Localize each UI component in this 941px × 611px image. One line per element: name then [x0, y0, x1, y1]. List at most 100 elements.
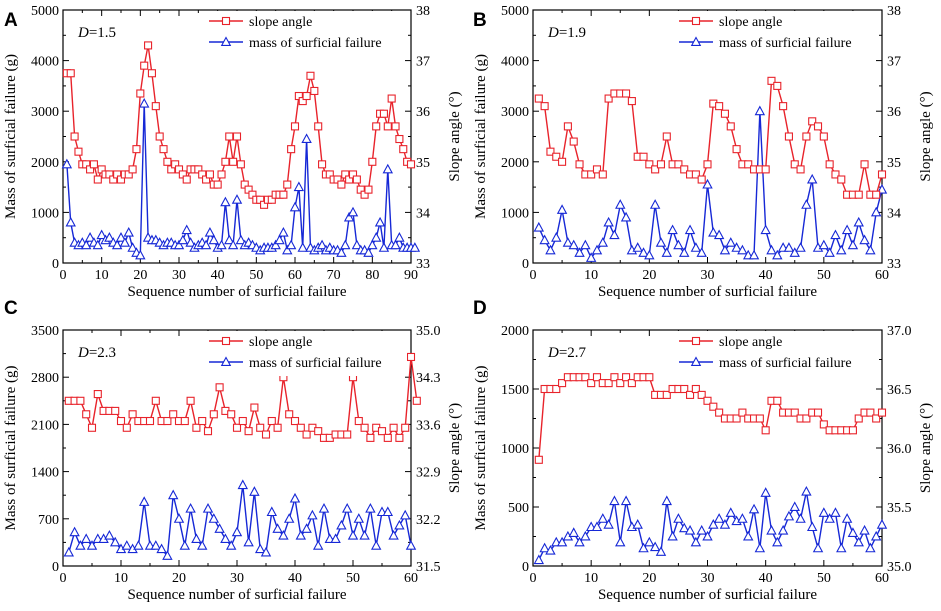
mass-point	[591, 244, 603, 255]
mass-point	[196, 540, 208, 550]
mass-point	[731, 242, 742, 252]
mass-point	[394, 232, 405, 242]
slope-angle-point	[715, 408, 724, 417]
mass-point	[80, 533, 92, 544]
slope-angle-point	[93, 390, 102, 399]
panel-letter: C	[4, 298, 18, 319]
y-right-tick-label: 34	[887, 206, 901, 221]
mass-point	[795, 242, 806, 252]
mass-point	[830, 507, 841, 517]
slope-angle-point	[163, 416, 172, 426]
slope-angle-point	[354, 416, 363, 426]
x-tick-label: 40	[211, 268, 225, 283]
legend-background	[672, 331, 877, 376]
mass-point	[638, 542, 649, 553]
y-right-axis-label: Slope angle (°)	[447, 91, 463, 181]
slope-angle-point	[639, 152, 648, 161]
mass-point	[783, 510, 795, 521]
slope-angle-point	[779, 102, 788, 111]
y-right-tick-label: 32.9	[416, 466, 441, 481]
x-tick-label: 50	[817, 571, 831, 586]
mass-point	[841, 224, 853, 235]
mass-point	[115, 232, 127, 242]
legend: slope angle mass of surficial failure	[672, 331, 877, 376]
legend-marker-mass	[220, 36, 232, 46]
y-left-tick-label: 0	[52, 560, 59, 575]
mass-point	[876, 519, 888, 529]
slope-angle-point	[720, 109, 730, 118]
slope-angle-point	[93, 175, 102, 184]
mass-point	[289, 201, 301, 212]
mass-point	[766, 524, 777, 535]
y-right-tick-label: 37	[887, 55, 901, 70]
mass-point	[394, 519, 405, 530]
slope-angle-point	[229, 157, 238, 166]
slope-angle-point	[180, 416, 189, 426]
mass-point	[162, 550, 173, 560]
slope-angle-point	[89, 160, 98, 169]
x-tick-label: 80	[365, 268, 379, 283]
mass-point	[696, 247, 707, 257]
slope-angle-point	[732, 145, 741, 154]
mass-point	[609, 495, 620, 506]
slope-angle-point	[221, 157, 230, 166]
mass-point	[754, 105, 766, 116]
slope-angle-point	[767, 76, 776, 85]
mass-point	[347, 529, 359, 540]
mass-point	[708, 519, 719, 529]
mass-point	[853, 536, 864, 547]
y-right-tick-label: 31.5	[416, 560, 441, 575]
x-tick-label: 40	[759, 268, 773, 283]
slope-angle-point	[140, 61, 149, 70]
slope-angle-point	[610, 373, 619, 382]
mass-point	[556, 204, 568, 214]
mass-point	[801, 485, 812, 496]
slope-angle-point	[592, 165, 602, 174]
y-right-tick-label: 35	[416, 156, 430, 171]
mass-point	[330, 533, 341, 544]
slope-angle-point	[377, 427, 387, 436]
slope-angle-point	[552, 384, 561, 394]
slope-angle-point	[552, 152, 561, 161]
x-axis-label: Sequence number of surficial failure	[127, 587, 346, 603]
legend-background	[202, 331, 407, 376]
mass-point	[270, 239, 281, 250]
slope-angle-point	[540, 102, 549, 111]
mass-point	[316, 239, 328, 250]
x-tick-label: 60	[875, 571, 889, 586]
mass-point	[185, 503, 196, 513]
slope-angle-point	[283, 180, 292, 189]
mass-point	[580, 239, 591, 250]
slope-angle-point	[732, 414, 741, 423]
mass-point	[370, 232, 382, 242]
y-right-tick-label: 33	[416, 257, 430, 272]
slope-angle-point	[755, 414, 764, 423]
slope-angle-point	[337, 180, 346, 189]
d-value: =1.5	[89, 25, 116, 41]
mass-point	[533, 554, 545, 565]
mass-point	[806, 173, 818, 184]
slope-angle-point	[558, 379, 567, 388]
x-tick-label: 90	[404, 268, 418, 283]
mass-point	[336, 247, 347, 257]
legend: slope angle mass of surficial failure	[202, 331, 407, 376]
mass-point	[603, 216, 614, 227]
slope-angle-point	[389, 423, 398, 432]
mass-point	[127, 242, 138, 252]
mass-point	[649, 199, 661, 209]
mass-point	[260, 546, 272, 557]
x-tick-label: 30	[701, 268, 715, 283]
mass-point	[830, 229, 841, 240]
mass-point	[133, 540, 144, 550]
mass-point	[96, 229, 107, 240]
x-tick-label: 30	[172, 268, 186, 283]
mass-point	[632, 242, 643, 252]
mass-point	[754, 542, 766, 553]
legend-label-mass: mass of surficial failure	[719, 36, 852, 51]
mass-point	[75, 540, 86, 550]
slope-angle-point	[399, 145, 408, 154]
mass-point	[737, 244, 748, 255]
mass-point	[65, 216, 76, 227]
mass-point	[208, 234, 220, 245]
mass-point	[690, 242, 702, 252]
